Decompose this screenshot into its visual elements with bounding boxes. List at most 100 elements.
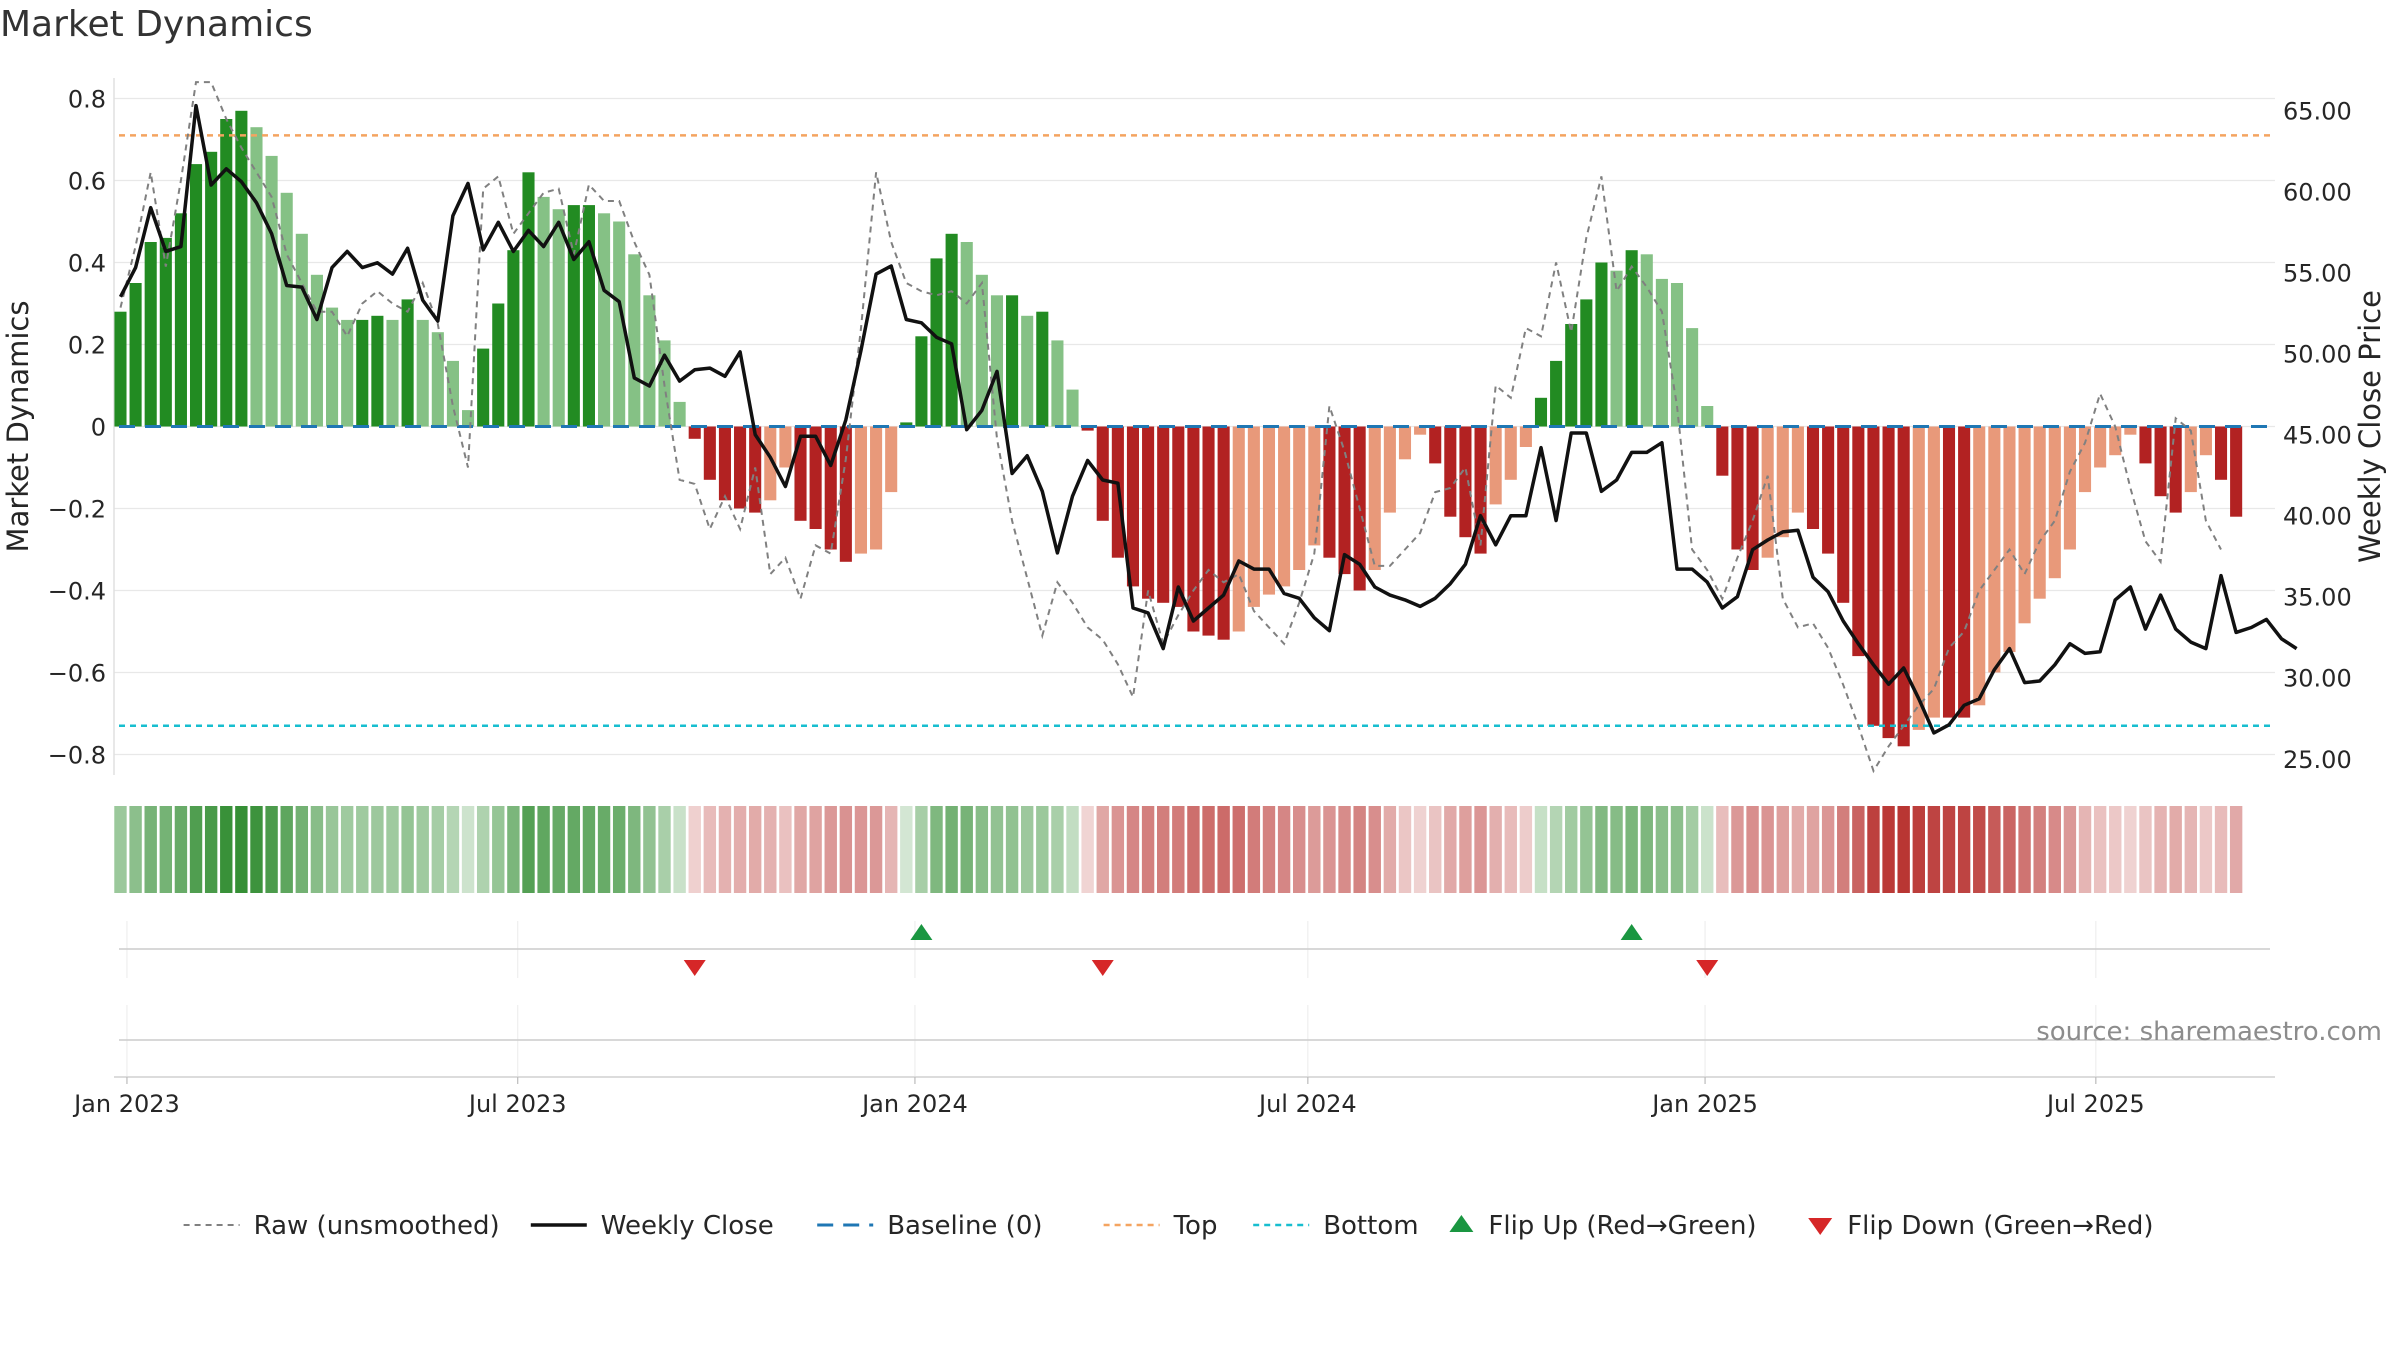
regime-strip-cell bbox=[1806, 806, 1820, 893]
market-dynamics-bar bbox=[1822, 426, 1835, 554]
flip-down-marker bbox=[1091, 960, 1114, 976]
regime-strip-cell bbox=[1942, 806, 1956, 893]
market-dynamics-bar bbox=[2214, 426, 2228, 480]
market-dynamics-bar bbox=[220, 119, 233, 427]
market-dynamics-bar bbox=[325, 307, 339, 427]
regime-strip-cell bbox=[1882, 806, 1895, 893]
regime-strip-cell bbox=[235, 806, 248, 893]
market-dynamics-bar bbox=[1776, 426, 1789, 538]
market-dynamics-bar bbox=[522, 172, 535, 427]
regime-strip-cell bbox=[1534, 806, 1548, 893]
regime-strip-cell bbox=[552, 806, 565, 893]
market-dynamics-bar bbox=[2018, 426, 2031, 624]
regime-strip-cell bbox=[144, 806, 157, 893]
market-dynamics-bar bbox=[492, 303, 505, 427]
regime-strip-cell bbox=[1701, 806, 1714, 893]
right-tick-label: 65.00 bbox=[2283, 97, 2352, 125]
market-dynamics-bar bbox=[1655, 278, 1668, 427]
left-axis-title: Market Dynamics bbox=[1, 301, 35, 553]
regime-strip-cell bbox=[476, 806, 490, 893]
market-dynamics-bar bbox=[1580, 299, 1593, 427]
regime-strip-cell bbox=[1187, 806, 1200, 893]
regime-strip-cell bbox=[900, 806, 913, 893]
market-dynamics-bar bbox=[446, 360, 459, 427]
market-dynamics-bar bbox=[1308, 426, 1321, 546]
regime-strip-cell bbox=[824, 806, 837, 893]
regime-strip-cell bbox=[1413, 806, 1427, 893]
regime-strip-cell bbox=[1912, 806, 1925, 893]
weekly-close-line bbox=[118, 103, 2298, 735]
flip-down-marker bbox=[683, 960, 706, 976]
right-tick-label: 55.00 bbox=[2283, 260, 2352, 288]
market-dynamics-bar bbox=[1867, 426, 1880, 726]
regime-strip-cell bbox=[1776, 806, 1789, 893]
regime-strip-cell bbox=[310, 806, 324, 893]
right-axis-title: Weekly Close Price bbox=[2353, 290, 2387, 563]
regime-strip-cell bbox=[1096, 806, 1109, 893]
regime-strip-cell bbox=[1565, 806, 1578, 893]
market-dynamics-bar bbox=[310, 274, 323, 427]
regime-strip-cell bbox=[1640, 806, 1653, 893]
regime-strip-cell bbox=[1338, 806, 1351, 893]
regime-strip-cell bbox=[1353, 806, 1366, 893]
market-dynamics-bar bbox=[1444, 426, 1457, 517]
left-tick-label: −0.6 bbox=[48, 660, 106, 688]
regime-strip-cell bbox=[2109, 806, 2122, 893]
market-dynamics-bar bbox=[1338, 426, 1351, 575]
regime-strip-cell bbox=[2078, 806, 2092, 893]
regime-strip-cell bbox=[2199, 806, 2213, 893]
regime-strip-cell bbox=[1549, 806, 1563, 893]
regime-strip-cell bbox=[1020, 806, 1034, 893]
market-dynamics-bar bbox=[1262, 426, 1276, 595]
market-dynamics-bar bbox=[643, 295, 656, 427]
regime-strip-cell bbox=[1202, 806, 1215, 893]
market-dynamics-bar bbox=[1806, 426, 1820, 529]
regime-strip-cell bbox=[1459, 806, 1472, 893]
regime-strip-cell bbox=[764, 806, 777, 893]
market-dynamics-bar bbox=[1504, 426, 1517, 480]
regime-strip-cell bbox=[1489, 806, 1502, 893]
market-dynamics-bar bbox=[2230, 426, 2243, 517]
market-dynamics-bar bbox=[1459, 426, 1472, 538]
regime-strip-cell bbox=[1277, 806, 1291, 893]
x-tick-label: Jan 2023 bbox=[72, 1090, 180, 1118]
left-tick-label: −0.2 bbox=[48, 496, 106, 524]
market-dynamics-bar bbox=[839, 426, 852, 562]
market-dynamics-bar bbox=[507, 250, 520, 427]
flip-down-marker bbox=[1696, 960, 1719, 976]
regime-strip-cell bbox=[1927, 806, 1941, 893]
market-dynamics-bar bbox=[2124, 426, 2137, 435]
regime-strip-cell bbox=[2093, 806, 2107, 893]
market-dynamics-bar bbox=[1414, 426, 1427, 435]
regime-strip-cell bbox=[915, 806, 928, 893]
regime-strip-cell bbox=[1821, 806, 1835, 893]
regime-strip-cell bbox=[612, 806, 626, 893]
market-dynamics-bar bbox=[386, 319, 399, 427]
regime-strip-cell bbox=[567, 806, 581, 893]
regime-strip-cell bbox=[250, 806, 263, 893]
regime-strip-cell bbox=[1005, 806, 1019, 893]
regime-strip-cell bbox=[2229, 806, 2243, 893]
regime-strip-cell bbox=[1323, 806, 1336, 893]
market-dynamics-bar bbox=[1837, 426, 1850, 603]
right-tick-label: 35.00 bbox=[2283, 584, 2352, 612]
regime-strip-cell bbox=[2018, 806, 2031, 893]
right-tick-label: 30.00 bbox=[2283, 665, 2352, 693]
regime-strip-cell bbox=[1595, 806, 1608, 893]
market-dynamics-bar bbox=[2063, 426, 2076, 550]
market-dynamics-bar bbox=[2169, 426, 2182, 513]
x-tick-label: Jan 2024 bbox=[860, 1090, 968, 1118]
regime-strip-cell bbox=[628, 806, 641, 893]
regime-strip-cell bbox=[340, 806, 354, 893]
regime-strip-cell bbox=[159, 806, 173, 893]
regime-strip-cell bbox=[1791, 806, 1805, 893]
regime-strip-cell bbox=[1308, 806, 1321, 893]
regime-strip-cell bbox=[356, 806, 369, 893]
regime-strip-cell bbox=[2154, 806, 2167, 893]
regime-strip-cell bbox=[537, 806, 550, 893]
regime-strip-cell bbox=[446, 806, 460, 893]
legend-swatch bbox=[1449, 1215, 1474, 1232]
market-dynamics-bar bbox=[824, 426, 837, 550]
right-tick-label: 25.00 bbox=[2283, 746, 2352, 774]
